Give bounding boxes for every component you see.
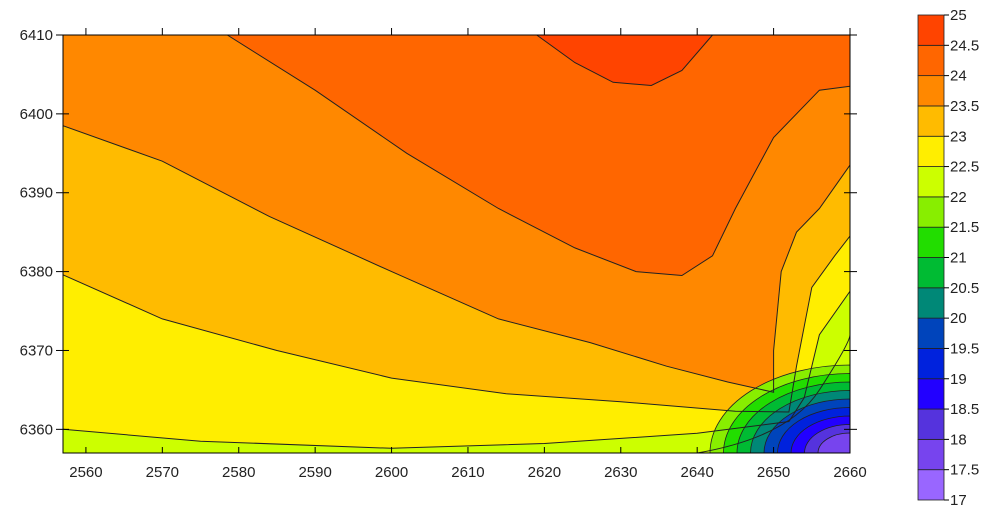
colorbar-label: 24.5 [950, 37, 979, 54]
contour-fill-24 [227, 35, 850, 276]
x-tick-label: 2640 [680, 464, 713, 481]
colorbar-label: 19.5 [950, 340, 979, 357]
x-tick-label: 2600 [375, 464, 408, 481]
colorbar-segment [917, 196, 945, 228]
contour-line-24 [227, 35, 850, 277]
colorbar-segment [917, 257, 945, 289]
colorbar-segment [917, 408, 945, 440]
colorbar-label: 23.5 [950, 98, 979, 115]
colorbar-label: 21.5 [950, 219, 979, 236]
colorbar-segment [917, 166, 945, 198]
colorbar-segment [917, 378, 945, 410]
colorbar-label: 25 [950, 7, 967, 24]
colorbar-segment [917, 287, 945, 319]
y-tick-label: 6380 [20, 264, 53, 281]
colorbar-segment [917, 44, 945, 77]
colorbar-segment [917, 469, 945, 501]
colorbar-label: 21 [950, 250, 967, 267]
colorbar-label: 20 [950, 310, 967, 327]
plot-frame [62, 34, 851, 454]
x-tick-label: 2560 [69, 464, 102, 481]
colorbar-label: 22 [950, 189, 967, 206]
contour-line-22-5 [63, 291, 850, 449]
y-tick-label: 6370 [20, 342, 53, 359]
x-tick-label: 2650 [757, 464, 790, 481]
colorbar-label: 24 [950, 68, 967, 85]
colorbar-label: 17.5 [950, 462, 979, 479]
colorbar-segment [917, 317, 945, 349]
colorbar-label: 20.5 [950, 280, 979, 297]
x-tick-label: 2570 [146, 464, 179, 481]
colorbar-label: 17 [950, 492, 967, 509]
colorbar-segment [917, 135, 945, 167]
x-tick-label: 2580 [222, 464, 255, 481]
contour-line-23-5 [63, 125, 850, 393]
colorbar-label: 18.5 [950, 401, 979, 418]
contour-fill-24-5 [536, 35, 713, 86]
colorbar-label: 18 [950, 431, 967, 448]
colorbar-label: 22.5 [950, 159, 979, 176]
colorbar-segment [917, 438, 945, 471]
y-tick-label: 6390 [20, 185, 53, 202]
colorbar-label: 23 [950, 128, 967, 145]
colorbar-segment [917, 14, 945, 46]
x-tick-label: 2620 [528, 464, 561, 481]
colorbar-segment [917, 348, 945, 380]
y-tick-label: 6410 [20, 27, 53, 44]
contour-line-24-5 [536, 35, 713, 87]
colorbar-segment [917, 226, 945, 258]
x-tick-label: 2630 [604, 464, 637, 481]
y-tick-label: 6360 [20, 421, 53, 438]
x-tick-label: 2610 [451, 464, 484, 481]
x-tick-label: 2660 [833, 464, 866, 481]
contour-line-23 [63, 235, 850, 413]
x-tick-label: 2590 [298, 464, 331, 481]
colorbar-label: 19 [950, 371, 967, 388]
colorbar-segment [917, 75, 945, 107]
y-tick-label: 6400 [20, 106, 53, 123]
contour-line-22 [697, 334, 850, 453]
colorbar-segment [917, 105, 945, 137]
